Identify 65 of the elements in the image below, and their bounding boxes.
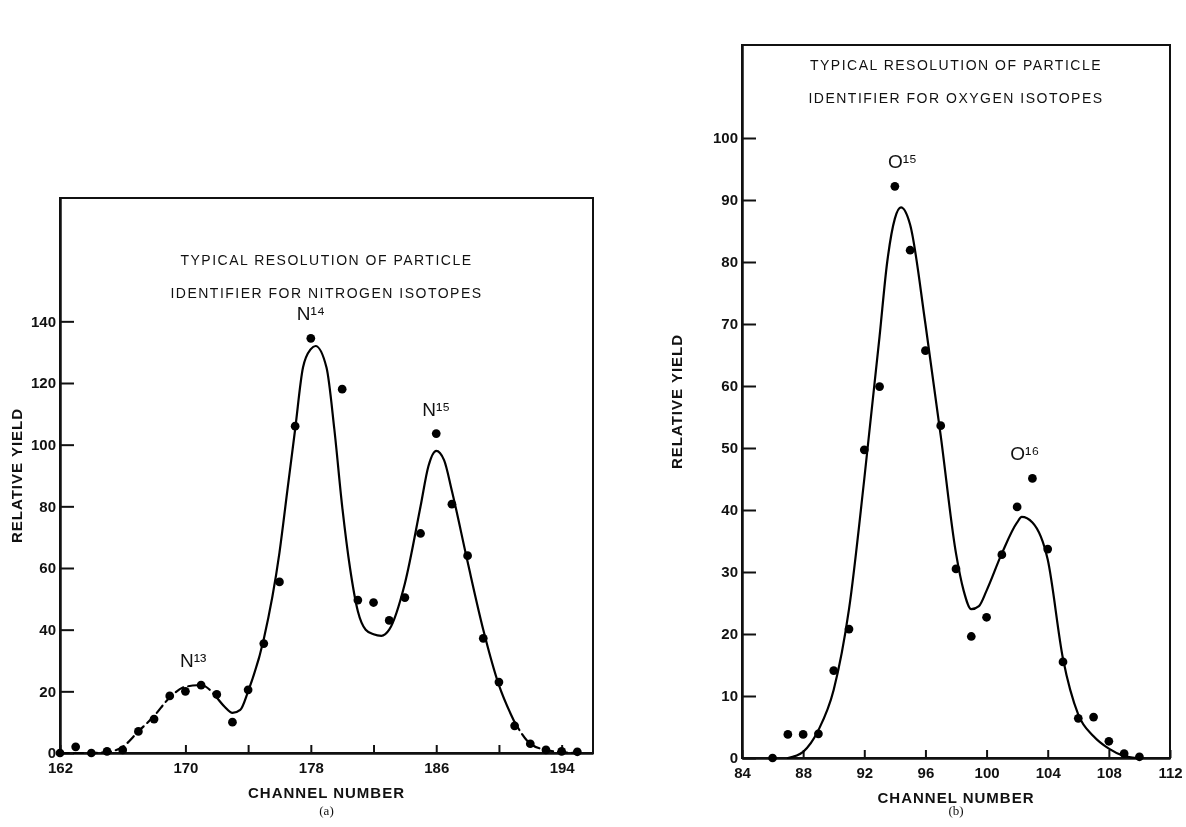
annotation: N¹⁴ [296, 303, 325, 325]
y-tick-label: 40 [721, 501, 738, 519]
point [798, 730, 808, 739]
x-tick-label: 186 [424, 758, 450, 776]
point [1012, 502, 1022, 512]
y-tick-label: 60 [39, 559, 56, 577]
point [384, 616, 394, 625]
point [228, 717, 237, 727]
point [1089, 712, 1098, 722]
point [783, 730, 793, 739]
x-tick-label: 178 [298, 758, 324, 776]
chart-title: TYPICAL RESOLUTION OF PARTICLE IDENTIFIER FOR OXYGEN ISOTOPES [808, 57, 1104, 106]
point [369, 598, 378, 607]
point [1135, 752, 1144, 762]
y-tick-label: 70 [721, 315, 738, 333]
annotation: O¹⁵ [888, 151, 917, 173]
x-tick-label: 108 [1096, 763, 1122, 781]
x-axis-title: CHANNEL NUMBER [877, 789, 1035, 806]
point [905, 245, 915, 255]
y-tick-label: 80 [721, 253, 738, 271]
point [416, 529, 425, 538]
y-axis-title: RELATIVE YIELD [668, 333, 685, 470]
y-tick-label: 30 [721, 563, 738, 581]
point [71, 742, 81, 752]
point [275, 577, 284, 587]
x-tick-label: 170 [173, 758, 199, 776]
x-tick-label: 194 [549, 758, 576, 776]
point [829, 666, 839, 675]
y-tick-label: 140 [30, 312, 56, 330]
y-tick-label: 10 [721, 687, 738, 705]
annotation: O¹⁶ [1010, 443, 1040, 465]
x-tick-label: 88 [795, 763, 812, 781]
x-axis-title: CHANNEL NUMBER [247, 784, 406, 801]
y-tick-label: 20 [721, 625, 738, 643]
y-axis-title: RELATIVE YIELD [8, 407, 25, 544]
point [890, 182, 900, 191]
x-tick-label: 104 [1035, 763, 1062, 781]
point [982, 612, 991, 622]
x-tick-label: 96 [917, 763, 935, 781]
point [337, 384, 347, 394]
point [966, 632, 976, 641]
point [1028, 474, 1037, 483]
y-tick-label: 40 [39, 620, 56, 638]
y-tick-label: 90 [721, 191, 738, 209]
y-tick-label: 50 [721, 439, 738, 457]
text: (a) [319, 803, 334, 818]
y-tick-label: 80 [39, 497, 56, 515]
point [181, 686, 190, 696]
chart-title: TYPICAL RESOLUTION OF PARTICLE IDENTIFIER FOR NITROGEN ISOTOPES [170, 252, 483, 301]
point [768, 753, 777, 763]
annotation: N¹⁵ [422, 398, 451, 420]
point [431, 429, 441, 438]
point [1104, 736, 1114, 746]
x-tick-label: 92 [856, 763, 874, 781]
y-tick-label: 60 [721, 377, 738, 395]
point [875, 382, 884, 391]
y-tick-label: 100 [712, 129, 738, 147]
x-tick-label: 100 [974, 763, 1000, 781]
point [306, 333, 316, 343]
y-tick-label: 20 [39, 682, 56, 700]
x-tick-label: 112 [1158, 763, 1183, 781]
y-tick-label: 100 [30, 435, 56, 453]
annotation: N¹³ [180, 650, 207, 672]
y-tick-label: 120 [30, 374, 56, 392]
text: (b) [948, 803, 964, 818]
